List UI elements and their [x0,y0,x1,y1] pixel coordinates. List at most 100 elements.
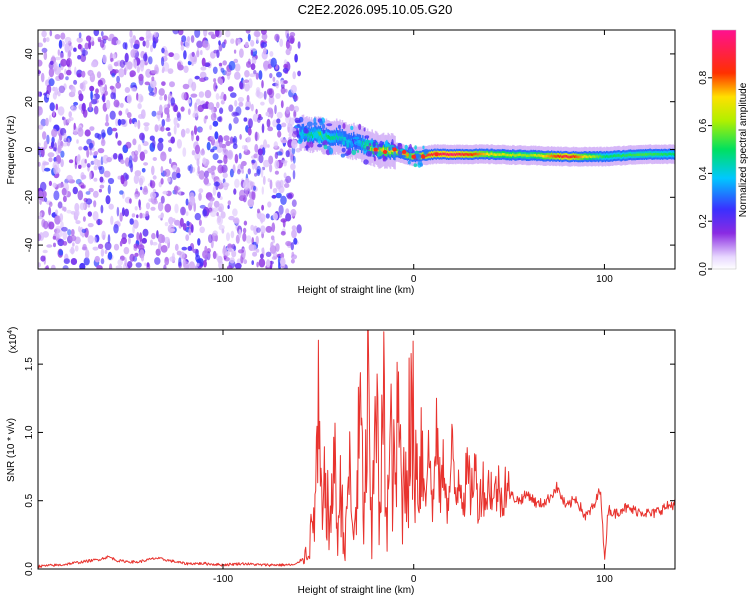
signal-band-core [548,155,551,158]
noise-blob [86,35,92,42]
noise-blob [238,101,244,107]
signal-blob [313,122,318,126]
noise-blob [113,69,119,74]
noise-blob [120,175,125,185]
signal-blob [404,144,408,150]
noise-blob [194,75,200,80]
noise-blob [268,155,274,165]
noise-blob [258,114,262,118]
noise-blob [285,240,292,247]
noise-blob [84,42,89,50]
noise-blob [217,116,222,122]
noise-blob [212,250,217,260]
noise-blob [265,213,270,219]
signal-band-core [441,153,443,156]
signal-peak [382,149,388,154]
signal-band-core [563,155,566,158]
noise-blob [76,139,79,144]
signal-band-core [427,153,429,157]
noise-blob [38,70,42,74]
noise-blob [140,109,146,119]
noise-blob [87,235,95,244]
noise-blob [265,111,270,117]
signal-band-core [509,153,512,157]
noise-blob [150,191,157,199]
noise-blob [138,175,145,184]
signal-band-core [521,154,523,157]
signal-band-core [556,154,559,158]
noise-blob [165,127,171,131]
noise-blob [120,159,125,165]
noise-blob [143,149,148,155]
noise-blob [85,249,90,259]
signal-band-core [353,137,355,142]
snr-y-tick-label: 0.5 [24,493,35,507]
noise-blob [290,37,295,44]
signal-blob [337,132,344,137]
signal-band-core [581,155,584,159]
signal-band-core [562,155,565,158]
noise-blob [89,150,93,156]
noise-blob [155,248,161,256]
noise-blob [73,47,77,52]
signal-band-core [432,153,434,157]
signal-band-core [606,154,608,158]
noise-blob [38,124,44,130]
signal-band-core [535,153,537,157]
signal-band-core [539,154,542,158]
noise-blob [54,34,61,40]
signal-band-core [624,154,626,158]
signal-band-core [626,154,629,157]
noise-blob [130,49,136,58]
noise-blob [230,92,237,98]
noise-blob [152,139,156,149]
signal-band-core [467,153,470,157]
noise-blob [200,50,203,56]
noise-blob [198,170,205,180]
signal-band-core [666,153,669,156]
noise-blob [148,56,153,65]
noise-blob [63,258,70,265]
noise-blob [170,97,175,106]
signal-band-core [469,153,472,156]
signal-band-core [450,153,452,156]
signal-peak [421,154,426,159]
snr-scale-base: (x10 [8,333,19,353]
noise-blob [107,177,115,185]
noise-blob [164,49,169,57]
noise-blob [177,112,182,122]
noise-blob [202,208,208,217]
noise-blob [227,149,234,160]
noise-blob [93,236,97,244]
signal-band-core [395,151,397,154]
noise-blob [217,164,224,174]
noise-blob [198,219,202,227]
noise-blob [275,181,282,190]
noise-blob [254,131,258,142]
noise-blob [189,164,193,174]
noise-blob [60,58,67,67]
noise-blob [225,30,231,38]
noise-blob [222,60,227,66]
noise-blob [157,201,164,212]
signal-band-core [333,135,336,140]
noise-blob [213,78,217,83]
noise-blob [266,144,270,148]
noise-blob [55,209,59,215]
noise-blob [127,233,134,238]
noise-blob [160,166,164,173]
noise-blob [246,235,252,244]
noise-blob [261,247,265,253]
noise-blob [204,115,208,120]
noise-blob [233,116,239,124]
noise-blob [197,165,200,175]
noise-blob [225,140,231,147]
noise-blob [255,235,259,245]
noise-blob [134,252,139,257]
signal-band-core [505,153,507,157]
signal-band-core [402,152,404,155]
noise-blob [62,265,69,269]
noise-blob [196,262,200,267]
signal-band-core [655,152,657,156]
noise-blob [129,30,133,38]
